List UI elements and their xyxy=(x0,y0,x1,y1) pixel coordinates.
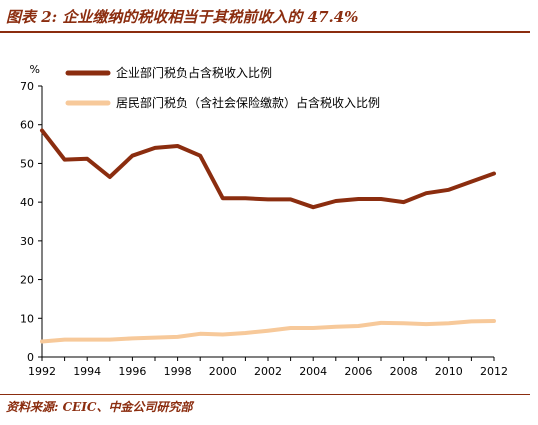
x-tick-label: 1996 xyxy=(118,365,146,378)
legend-label-2: 居民部门税负（含社会保险缴款）占含税收入比例 xyxy=(116,95,380,110)
legend-label-1: 企业部门税负占含税收入比例 xyxy=(116,65,272,80)
x-tick-label: 1992 xyxy=(28,365,56,378)
x-tick-label: 2000 xyxy=(209,365,237,378)
y-tick-label: 70 xyxy=(20,80,34,93)
series-line-1 xyxy=(40,128,496,210)
chart-title: 图表 2: 企业缴纳的税收相当于其税前收入的 47.4% xyxy=(6,8,359,26)
y-axis-unit-label: % xyxy=(30,63,40,76)
source-divider xyxy=(0,394,530,395)
series-line-2 xyxy=(40,319,496,344)
x-tick-label: 2004 xyxy=(299,365,327,378)
source-note: 资料来源: CEIC、中金公司研究部 xyxy=(6,400,193,414)
x-tick-label: 2002 xyxy=(254,365,282,378)
y-tick-label: 10 xyxy=(20,312,34,325)
y-tick-label: 60 xyxy=(20,119,34,132)
x-tick-label: 2012 xyxy=(480,365,508,378)
y-tick-label: 0 xyxy=(27,351,34,364)
x-tick-label: 1998 xyxy=(164,365,192,378)
series-layer xyxy=(40,128,496,344)
axes: % 0 10 20 30 40 50 60 70 1992 1994 1996 1998 2000 2002… xyxy=(20,63,508,378)
x-tick-label: 2006 xyxy=(344,365,372,378)
title-divider xyxy=(0,31,530,33)
y-tick-label: 40 xyxy=(20,196,34,209)
y-tick-label: 50 xyxy=(20,157,34,170)
x-tick-label: 1994 xyxy=(73,365,101,378)
x-tick-label: 2010 xyxy=(435,365,463,378)
y-tick-label: 20 xyxy=(20,274,34,287)
x-tick-label: 2008 xyxy=(390,365,418,378)
y-tick-label: 30 xyxy=(20,235,34,248)
